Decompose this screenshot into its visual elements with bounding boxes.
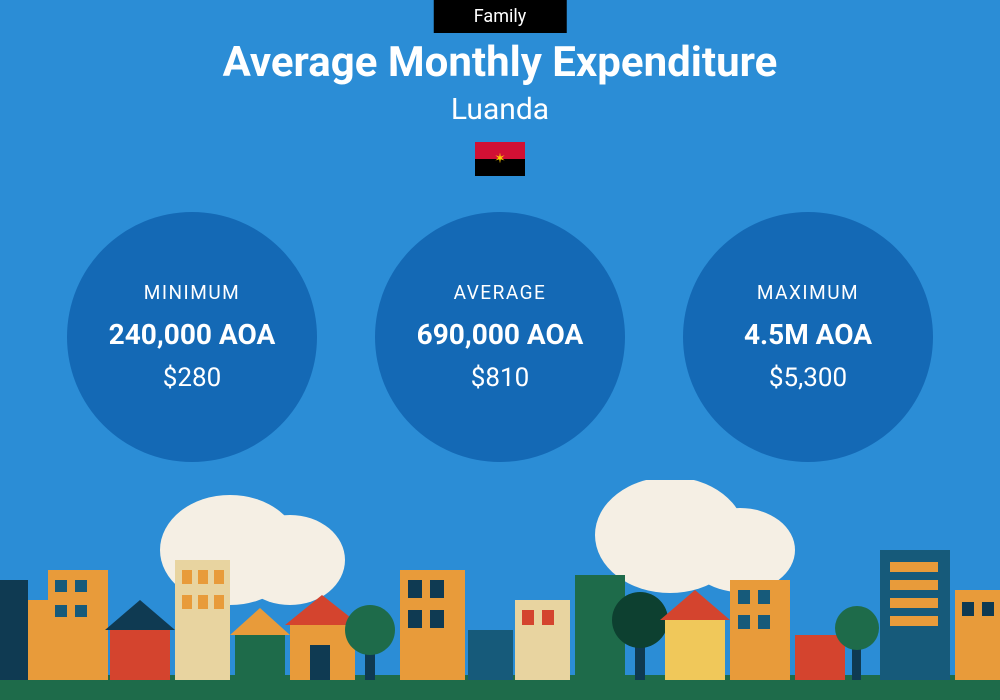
stat-local-value: 690,000 AOA	[417, 318, 584, 351]
category-tab[interactable]: Family	[434, 0, 567, 33]
stats-row: MINIMUM 240,000 AOA $280 AVERAGE 690,000…	[0, 212, 1000, 462]
stat-usd-value: $5,300	[769, 363, 847, 393]
stat-maximum: MAXIMUM 4.5M AOA $5,300	[683, 212, 933, 462]
city-subtitle: Luanda	[0, 92, 1000, 127]
stat-local-value: 4.5M AOA	[744, 318, 872, 351]
stat-minimum: MINIMUM 240,000 AOA $280	[67, 212, 317, 462]
stat-usd-value: $810	[471, 363, 529, 393]
page-title: Average Monthly Expenditure	[0, 38, 1000, 87]
stat-average: AVERAGE 690,000 AOA $810	[375, 212, 625, 462]
stat-usd-value: $280	[163, 363, 221, 393]
cityscape-illustration	[0, 480, 1000, 700]
stat-local-value: 240,000 AOA	[109, 318, 276, 351]
stat-label: AVERAGE	[454, 281, 547, 304]
flag-icon: ✶	[475, 142, 525, 176]
stat-label: MINIMUM	[144, 281, 240, 304]
stat-label: MAXIMUM	[757, 281, 859, 304]
